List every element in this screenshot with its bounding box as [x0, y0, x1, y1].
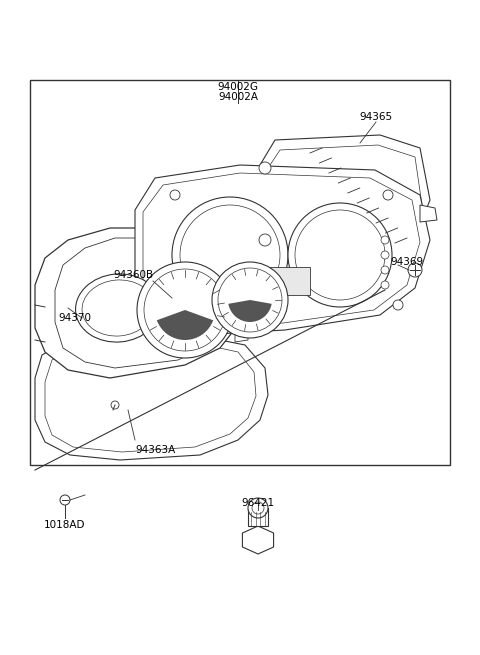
Circle shape	[170, 190, 180, 200]
Circle shape	[393, 300, 403, 310]
Polygon shape	[250, 135, 430, 255]
Polygon shape	[235, 330, 248, 342]
Polygon shape	[35, 228, 245, 378]
Text: 96421: 96421	[241, 498, 275, 508]
Circle shape	[381, 236, 389, 244]
Circle shape	[60, 495, 70, 505]
Polygon shape	[420, 205, 437, 222]
Circle shape	[144, 269, 226, 351]
Circle shape	[111, 401, 119, 409]
Circle shape	[170, 310, 180, 320]
Circle shape	[259, 162, 271, 174]
Circle shape	[381, 251, 389, 259]
Circle shape	[180, 205, 280, 305]
Bar	[268, 267, 310, 295]
Circle shape	[381, 281, 389, 289]
Circle shape	[383, 190, 393, 200]
Polygon shape	[35, 333, 268, 460]
Ellipse shape	[170, 287, 216, 329]
Circle shape	[137, 262, 233, 358]
Polygon shape	[135, 165, 430, 335]
Polygon shape	[143, 173, 420, 328]
Polygon shape	[45, 340, 256, 452]
Polygon shape	[55, 238, 232, 368]
Circle shape	[248, 498, 268, 518]
Text: 94370: 94370	[58, 313, 91, 323]
Text: 94365: 94365	[360, 112, 393, 122]
Text: 1018AD: 1018AD	[44, 520, 86, 530]
Text: 94360B: 94360B	[113, 270, 153, 280]
Bar	[30, 80, 450, 465]
Text: 94369: 94369	[390, 257, 423, 267]
Wedge shape	[228, 300, 272, 322]
Polygon shape	[258, 145, 422, 250]
Circle shape	[252, 502, 264, 514]
Circle shape	[259, 234, 271, 246]
Circle shape	[218, 268, 282, 332]
Circle shape	[295, 210, 385, 300]
Wedge shape	[157, 310, 213, 340]
Circle shape	[408, 263, 422, 277]
Polygon shape	[242, 526, 274, 554]
Circle shape	[172, 197, 288, 313]
Ellipse shape	[82, 280, 154, 336]
Text: 94002A: 94002A	[218, 92, 258, 102]
Text: 94002G: 94002G	[217, 82, 259, 92]
Circle shape	[288, 203, 392, 307]
Circle shape	[212, 262, 288, 338]
Bar	[248, 508, 268, 526]
Ellipse shape	[166, 282, 220, 334]
Circle shape	[381, 266, 389, 274]
Text: 94363A: 94363A	[135, 445, 175, 455]
Ellipse shape	[75, 274, 160, 342]
Polygon shape	[235, 285, 248, 297]
